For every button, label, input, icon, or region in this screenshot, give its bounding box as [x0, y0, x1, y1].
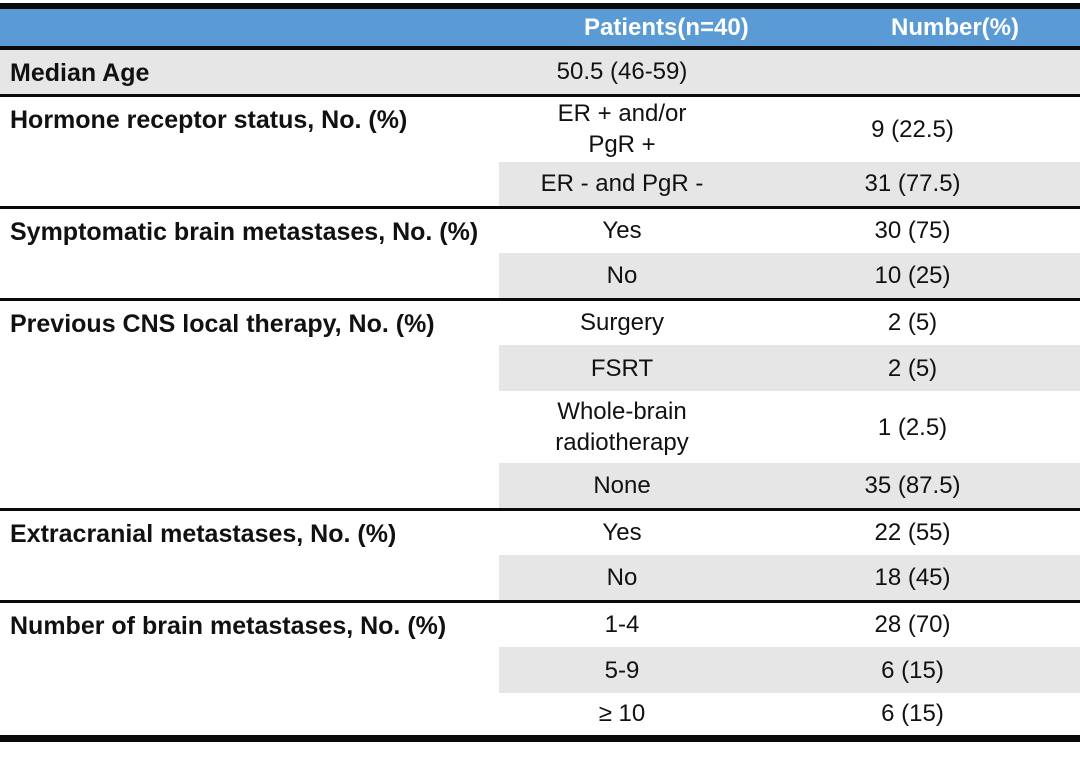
- table-row: Median Age 50.5 (46-59): [0, 48, 1080, 97]
- table-row: Extracranial metastases, No. (%) Yes 22 …: [0, 509, 1080, 603]
- table-row: Hormone receptor status, No. (%) ER + an…: [0, 95, 1080, 209]
- category-symptomatic-brain-metastases: Symptomatic brain metastases, No. (%): [0, 207, 499, 301]
- column-header-patients: Patients(n=40): [499, 6, 749, 50]
- value-line: 5-9: [604, 656, 640, 684]
- value-cell: FSRT: [499, 345, 745, 391]
- value-line: PgR +: [588, 131, 656, 159]
- value-cell: Yes: [499, 207, 745, 253]
- category-extracranial-metastases: Extracranial metastases, No. (%): [0, 509, 499, 603]
- value-line: ER - and PgR -: [540, 170, 704, 198]
- number-cell: 30 (75): [874, 217, 951, 245]
- table-row: Symptomatic brain metastases, No. (%) Ye…: [0, 207, 1080, 301]
- category-number-of-brain-metastases: Number of brain metastases, No. (%): [0, 601, 499, 740]
- table-row: Previous CNS local therapy, No. (%) Surg…: [0, 299, 1080, 511]
- table-row: No 18 (45): [0, 555, 1080, 603]
- number-cell: 9 (22.5): [871, 115, 954, 143]
- value-line: No: [606, 261, 638, 289]
- value-line: Whole-brain: [557, 398, 687, 425]
- number-cell: 18 (45): [745, 555, 1080, 603]
- table-row: ≥ 10 6 (15): [0, 693, 1080, 738]
- value-line: ≥ 10: [598, 700, 646, 728]
- number-cell: 1 (2.5): [877, 413, 948, 441]
- value-cell: 1-4: [499, 601, 745, 647]
- table-row: None 35 (87.5): [0, 463, 1080, 511]
- value-line: None: [593, 471, 651, 499]
- value-line: No: [606, 563, 638, 591]
- number-cell: 28 (70): [874, 611, 951, 639]
- value-cell: Yes: [499, 509, 745, 555]
- number-cell: 35 (87.5): [745, 463, 1080, 511]
- number-cell: 10 (25): [745, 253, 1080, 301]
- value-line: Yes: [602, 519, 642, 547]
- value-cell: ≥ 10: [499, 693, 745, 738]
- value-line: Yes: [602, 217, 642, 245]
- table-row: Whole-brain radiotherapy 1 (2.5): [0, 391, 1080, 463]
- value-cell: ER + and/or PgR +: [499, 95, 745, 162]
- value-line: radiotherapy: [555, 429, 689, 456]
- number-cell: 31 (77.5): [745, 162, 1080, 209]
- empty-corner-cell: [0, 6, 499, 50]
- table-row: No 10 (25): [0, 253, 1080, 301]
- value-line: ER + and/or: [557, 100, 687, 128]
- number-cell: 22 (55): [874, 519, 951, 547]
- number-cell: 2 (5): [745, 345, 1080, 391]
- table-row: FSRT 2 (5): [0, 345, 1080, 391]
- number-cell: 6 (15): [745, 647, 1080, 693]
- value-line: FSRT: [590, 354, 654, 382]
- value-cell: Whole-brain radiotherapy: [499, 391, 745, 463]
- category-previous-cns-therapy: Previous CNS local therapy, No. (%): [0, 299, 499, 511]
- number-cell: 2 (5): [887, 309, 938, 337]
- value-line: 1-4: [604, 611, 640, 639]
- number-cell: 6 (15): [881, 700, 944, 728]
- patient-characteristics-table: Patients(n=40) Number(%) Median Age 50.5…: [0, 3, 1080, 742]
- category-median-age: Median Age: [0, 48, 499, 97]
- value-line: Surgery: [579, 309, 665, 337]
- table-row: 5-9 6 (15): [0, 647, 1080, 693]
- value-cell: No: [499, 555, 745, 603]
- value-cell: ER - and PgR -: [499, 162, 745, 209]
- table-header-row: Patients(n=40) Number(%): [0, 6, 1080, 50]
- value-cell: None: [499, 463, 745, 511]
- value-line: 50.5 (46-59): [556, 58, 688, 86]
- value-cell: Surgery: [499, 299, 745, 345]
- number-cell: [745, 48, 1080, 97]
- table-row: ER - and PgR - 31 (77.5): [0, 162, 1080, 209]
- category-hormone-receptor-status: Hormone receptor status, No. (%): [0, 95, 499, 209]
- value-cell: 50.5 (46-59): [499, 48, 745, 97]
- value-cell: No: [499, 253, 745, 301]
- table-row: Number of brain metastases, No. (%) 1-4 …: [0, 601, 1080, 740]
- column-header-number: Number(%): [745, 6, 1080, 50]
- value-cell: 5-9: [499, 647, 745, 693]
